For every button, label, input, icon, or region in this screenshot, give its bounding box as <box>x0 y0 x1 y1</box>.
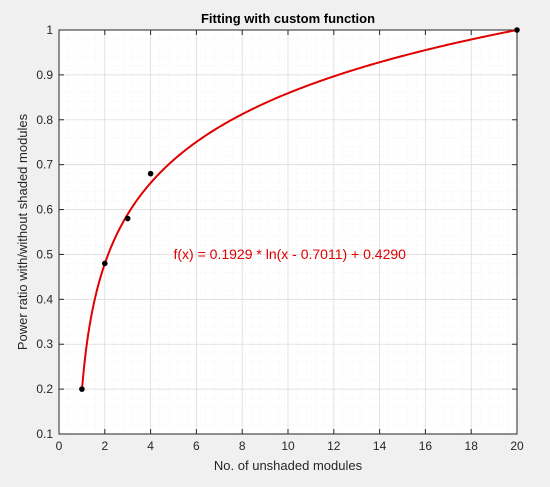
x-tick-label: 10 <box>281 439 295 453</box>
x-tick-label: 8 <box>239 439 246 453</box>
x-tick-label: 0 <box>56 439 63 453</box>
y-tick-label: 0.5 <box>36 247 53 261</box>
y-tick-label: 0.6 <box>36 203 53 217</box>
y-tick-label: 0.4 <box>36 292 53 306</box>
data-point <box>124 215 131 222</box>
x-tick-labels: 0 2 4 6 8 10 12 14 16 18 20 <box>56 439 524 453</box>
x-tick-label: 12 <box>327 439 341 453</box>
chart-title: Fitting with custom function <box>201 11 375 26</box>
x-tick-label: 14 <box>373 439 387 453</box>
x-axis-label: No. of unshaded modules <box>214 458 363 473</box>
y-axis-label: Power ratio with/without shaded modules <box>15 113 30 350</box>
y-tick-label: 0.8 <box>36 113 53 127</box>
x-tick-label: 4 <box>147 439 154 453</box>
y-tick-label: 1 <box>46 23 53 37</box>
x-tick-label: 20 <box>510 439 524 453</box>
x-tick-label: 16 <box>419 439 433 453</box>
y-tick-label: 0.7 <box>36 158 53 172</box>
fit-equation-annotation: f(x) = 0.1929 * ln(x - 0.7011) + 0.4290 <box>174 246 407 262</box>
y-tick-labels: 0.1 0.2 0.3 0.4 0.5 0.6 0.7 0.8 0.9 1 <box>36 23 53 441</box>
y-tick-label: 0.2 <box>36 382 53 396</box>
axis-ticks <box>58 29 518 435</box>
data-point <box>147 170 154 177</box>
data-point <box>514 27 520 33</box>
x-tick-label: 18 <box>465 439 479 453</box>
y-tick-label: 0.1 <box>36 427 53 441</box>
data-points <box>79 27 520 392</box>
data-point <box>102 260 108 267</box>
data-point <box>79 386 85 392</box>
fit-curve <box>80 29 518 391</box>
y-tick-label: 0.3 <box>36 337 53 351</box>
x-tick-label: 2 <box>101 439 108 453</box>
x-tick-label: 6 <box>193 439 200 453</box>
y-tick-label: 0.9 <box>36 68 53 82</box>
